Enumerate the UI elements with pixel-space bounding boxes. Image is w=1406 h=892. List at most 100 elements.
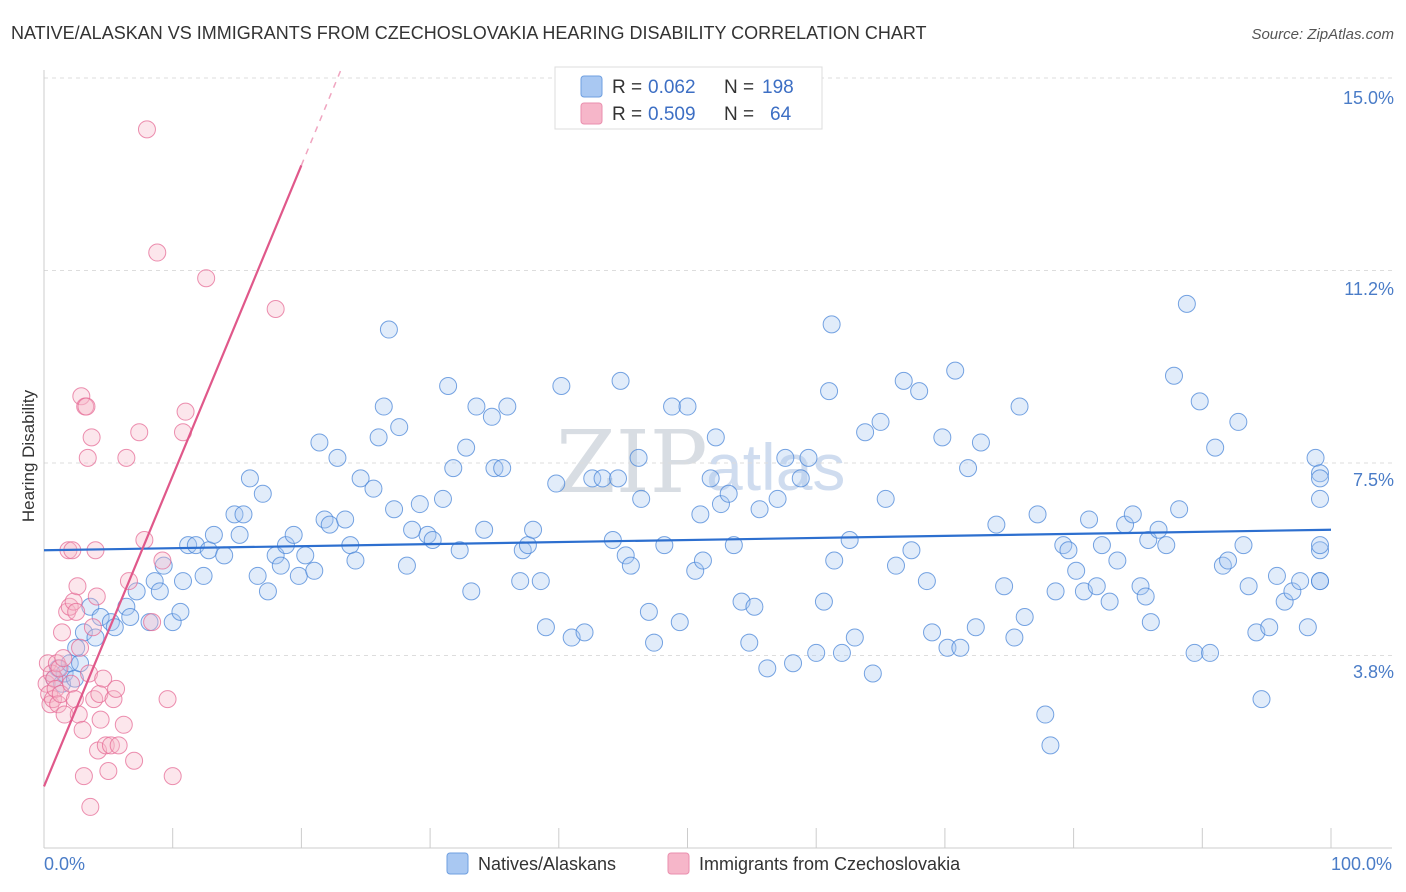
point-natives — [475, 520, 494, 539]
point-natives — [258, 582, 277, 601]
point-natives — [845, 628, 864, 647]
point-natives — [364, 479, 383, 498]
point-natives — [336, 510, 355, 529]
y-tick-label-15-0: 15.0% — [1343, 88, 1394, 108]
point-immigrants — [72, 387, 91, 406]
point-natives — [351, 469, 370, 488]
point-natives — [374, 397, 393, 416]
point-natives — [1108, 551, 1127, 570]
point-natives — [1080, 510, 1099, 529]
point-natives — [933, 428, 952, 447]
x-tick-label-left: 0.0% — [44, 854, 85, 874]
point-natives — [369, 428, 388, 447]
point-immigrants — [74, 767, 93, 786]
point-natives — [740, 633, 759, 652]
point-immigrants — [87, 587, 106, 606]
point-natives — [1260, 618, 1279, 637]
point-natives — [1067, 561, 1086, 580]
point-natives — [91, 608, 110, 626]
point-natives — [701, 469, 720, 488]
point-natives — [1267, 566, 1286, 585]
point-natives — [485, 459, 504, 478]
point-natives — [632, 489, 651, 508]
point-natives — [724, 536, 743, 555]
legend-swatch-natives — [580, 75, 603, 98]
point-natives — [296, 546, 315, 565]
point-natives — [1229, 412, 1248, 431]
point-natives — [1234, 536, 1253, 555]
point-immigrants — [50, 659, 69, 678]
point-natives — [390, 418, 409, 437]
bottom-legend-label-immigrants: Immigrants from Czechoslovakia — [699, 854, 961, 874]
point-natives — [959, 459, 978, 478]
point-natives — [1275, 592, 1294, 611]
point-natives — [1015, 608, 1034, 626]
point-natives — [686, 561, 705, 580]
point-natives — [776, 448, 795, 467]
point-natives — [678, 397, 697, 416]
point-natives — [225, 505, 244, 524]
point-natives — [938, 638, 957, 657]
point-natives — [995, 577, 1014, 596]
y-axis-label: Hearing Disability — [19, 389, 38, 522]
points-layer — [37, 120, 1329, 816]
point-immigrants — [85, 690, 104, 709]
point-natives — [820, 382, 839, 401]
point-natives — [616, 546, 635, 565]
point-natives — [971, 433, 990, 452]
point-natives — [691, 505, 710, 524]
point-immigrants — [130, 423, 149, 442]
point-natives — [55, 664, 74, 683]
point-natives — [1185, 643, 1204, 662]
point-natives — [583, 469, 602, 488]
point-natives — [462, 582, 481, 601]
point-natives — [822, 315, 841, 334]
point-natives — [171, 602, 190, 621]
point-natives — [253, 484, 272, 503]
point-immigrants — [62, 674, 81, 693]
point-immigrants — [114, 715, 133, 734]
point-natives — [1201, 643, 1220, 662]
point-natives — [493, 459, 512, 478]
point-natives — [750, 500, 769, 519]
point-natives — [397, 556, 416, 575]
point-natives — [814, 592, 833, 611]
point-immigrants — [197, 269, 216, 288]
point-natives — [230, 525, 249, 544]
point-natives — [876, 489, 895, 508]
point-natives — [518, 536, 537, 555]
point-natives — [1036, 705, 1055, 724]
point-natives — [621, 556, 640, 575]
point-natives — [271, 556, 290, 575]
point-natives — [758, 659, 777, 678]
point-natives — [1123, 505, 1142, 524]
point-natives — [423, 531, 442, 549]
point-natives — [121, 608, 140, 626]
point-natives — [1136, 587, 1155, 606]
point-natives — [1239, 577, 1258, 596]
point-immigrants — [148, 243, 167, 262]
point-natives — [706, 428, 725, 447]
y-tick-label-3-8: 3.8% — [1353, 662, 1394, 682]
point-natives — [639, 602, 658, 621]
point-natives — [1005, 628, 1024, 647]
point-natives — [575, 623, 594, 642]
point-natives — [1177, 294, 1196, 313]
point-natives — [1046, 582, 1065, 601]
point-immigrants — [117, 448, 136, 467]
point-natives — [410, 495, 429, 514]
point-immigrants — [81, 797, 100, 816]
point-immigrants — [82, 428, 101, 447]
point-immigrants — [77, 397, 96, 416]
point-natives — [194, 566, 213, 585]
point-immigrants — [101, 736, 120, 755]
point-natives — [444, 459, 463, 478]
bottom-legend-swatch-immigrants — [667, 852, 690, 875]
point-natives — [946, 361, 965, 380]
point-natives — [215, 546, 234, 565]
point-natives — [1206, 438, 1225, 457]
point-natives — [385, 500, 404, 519]
point-natives — [711, 495, 730, 514]
point-natives — [1291, 572, 1310, 591]
point-natives — [1131, 577, 1150, 596]
